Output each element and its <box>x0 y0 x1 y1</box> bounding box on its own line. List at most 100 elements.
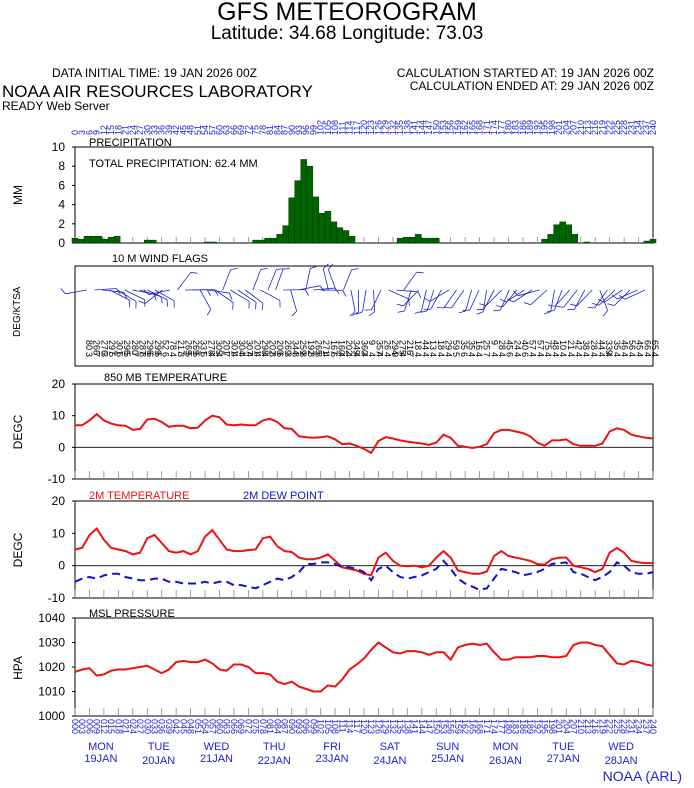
wind-speed-label: 4 <box>574 352 584 357</box>
wind-speed-label: 4 <box>497 352 507 357</box>
precip-bar <box>571 234 578 244</box>
day-label: MON <box>88 741 114 753</box>
wind-direction-label: 80 <box>84 340 94 350</box>
hour-label-bottom: 006 <box>84 719 94 734</box>
precip-y-axis-label: MM <box>11 185 25 205</box>
hour-label-top: 96 <box>301 125 311 135</box>
wind-speed-label: 3 <box>176 352 186 357</box>
wind-direction-label: 287 <box>138 340 148 355</box>
wind-direction-label: 66 <box>642 340 652 350</box>
wind-direction-label: 201 <box>222 340 232 355</box>
precip-bar <box>342 230 350 244</box>
wind-speed-label: 6 <box>275 352 285 357</box>
chart-subtitle: Latitude: 34.68 Longitude: 73.03 <box>210 23 484 44</box>
wind-speed-label: 8 <box>268 352 278 357</box>
data-initial-time: DATA INITIAL TIME: 19 JAN 2026 00Z <box>52 66 257 80</box>
date-label: 21JAN <box>200 753 233 765</box>
wind-speed-label: 4 <box>229 352 239 357</box>
wind-direction-label: 28 <box>589 340 599 350</box>
wind-direction-label: 40 <box>520 340 530 350</box>
precip-bar <box>541 238 548 244</box>
day-label: TUE <box>148 741 170 753</box>
wind-barb-feather <box>523 302 531 306</box>
server-name: READY Web Server <box>2 99 110 113</box>
hour-label-top: 201 <box>554 120 564 135</box>
t2m-legend-temperature: 2M TEMPERATURE <box>89 490 189 502</box>
wind-direction-label: 269 <box>283 340 293 355</box>
wind-barb <box>404 289 412 312</box>
hour-label-top: 12 <box>99 125 109 135</box>
wind-barb <box>327 269 337 291</box>
day-label: FRI <box>323 741 341 753</box>
wind-direction-label: 44 <box>596 340 606 350</box>
wind-speed-label: 4 <box>398 352 408 357</box>
hour-label-bottom: 027 <box>135 719 145 734</box>
hour-label-top: 219 <box>597 120 607 135</box>
wind-speed-label: 4 <box>612 352 622 357</box>
hour-label-bottom: 015 <box>106 719 116 734</box>
hour-label-top: 171 <box>482 120 492 135</box>
hour-label-bottom: 210 <box>576 719 586 734</box>
wind-barb-feather <box>232 302 234 310</box>
wind-direction-label: 266 <box>92 340 102 355</box>
wind-direction-label: 75 <box>543 340 553 350</box>
wind-speed-label: 4 <box>336 352 346 357</box>
wind-speed-label: 4 <box>604 352 614 357</box>
wind-speed-label: 3 <box>99 352 109 357</box>
hour-label-bottom: 171 <box>482 719 492 734</box>
wind-barb <box>530 289 548 306</box>
precip-y-tick-label: 0 <box>58 236 65 250</box>
precip-bar <box>318 212 326 244</box>
precip-bar <box>276 234 283 244</box>
day-label: SUN <box>436 741 459 753</box>
wind-barb-feather <box>507 298 514 303</box>
hour-label-bottom: 063 <box>222 719 232 734</box>
wind-direction-label: 28 <box>497 340 507 350</box>
hour-label-bottom: 096 <box>301 719 311 734</box>
wind-direction-label: 38 <box>581 340 591 350</box>
wind-barb-feather <box>423 297 431 302</box>
hour-label-top: 72 <box>243 125 253 135</box>
hour-label-bottom: 060 <box>215 719 225 734</box>
wind-barb <box>483 289 495 310</box>
hour-label-bottom: 174 <box>489 719 499 734</box>
hour-label-bottom: 057 <box>207 719 217 734</box>
wind-barb-feather <box>444 307 452 309</box>
wind-barb-feather <box>602 310 608 317</box>
wind-barb <box>403 289 420 307</box>
wind-speed-label: 6 <box>115 352 125 357</box>
wind-direction-label: 201 <box>252 340 262 355</box>
hour-label-top: 87 <box>280 125 290 135</box>
wind-speed-label: 7 <box>482 352 492 357</box>
wind-direction-label: 10 <box>558 340 568 350</box>
hour-label-top: 195 <box>540 120 550 135</box>
hour-label-top: 75 <box>251 125 261 135</box>
wind-direction-label: 271 <box>321 340 331 355</box>
precip-bar <box>414 234 422 244</box>
wind-speed-label: 4 <box>237 352 247 357</box>
wind-speed-label: 5 <box>191 352 201 357</box>
precip-bar <box>83 236 91 244</box>
wind-barb <box>451 289 465 309</box>
precip-bar <box>426 237 434 244</box>
hour-label-bottom: 231 <box>626 719 636 734</box>
hour-label-bottom: 159 <box>453 719 463 734</box>
precip-bar <box>150 239 157 244</box>
hour-label-top: 36 <box>157 125 167 135</box>
wind-speed-label: 4 <box>245 352 255 357</box>
wind-speed-label: 4 <box>352 352 362 357</box>
wind-speed-label: 4 <box>168 352 178 357</box>
wind-barb <box>109 289 130 301</box>
precip-bar <box>113 236 121 244</box>
wind-barb <box>429 289 450 302</box>
wind-barb-feather <box>160 296 163 304</box>
wind-barb <box>177 272 192 291</box>
wind-barb-feather <box>420 310 428 313</box>
wind-barb <box>420 289 427 312</box>
hour-label-bottom: 075 <box>251 719 261 734</box>
t850-y-axis-label: DEGC <box>11 414 25 449</box>
wind-speed-label: 4 <box>382 352 392 357</box>
hour-label-top: 222 <box>605 120 615 135</box>
wind-direction-label: 29 <box>443 340 453 350</box>
wind-speed-label: 4 <box>466 352 476 357</box>
